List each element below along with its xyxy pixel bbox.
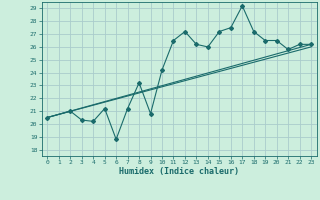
X-axis label: Humidex (Indice chaleur): Humidex (Indice chaleur) xyxy=(119,167,239,176)
